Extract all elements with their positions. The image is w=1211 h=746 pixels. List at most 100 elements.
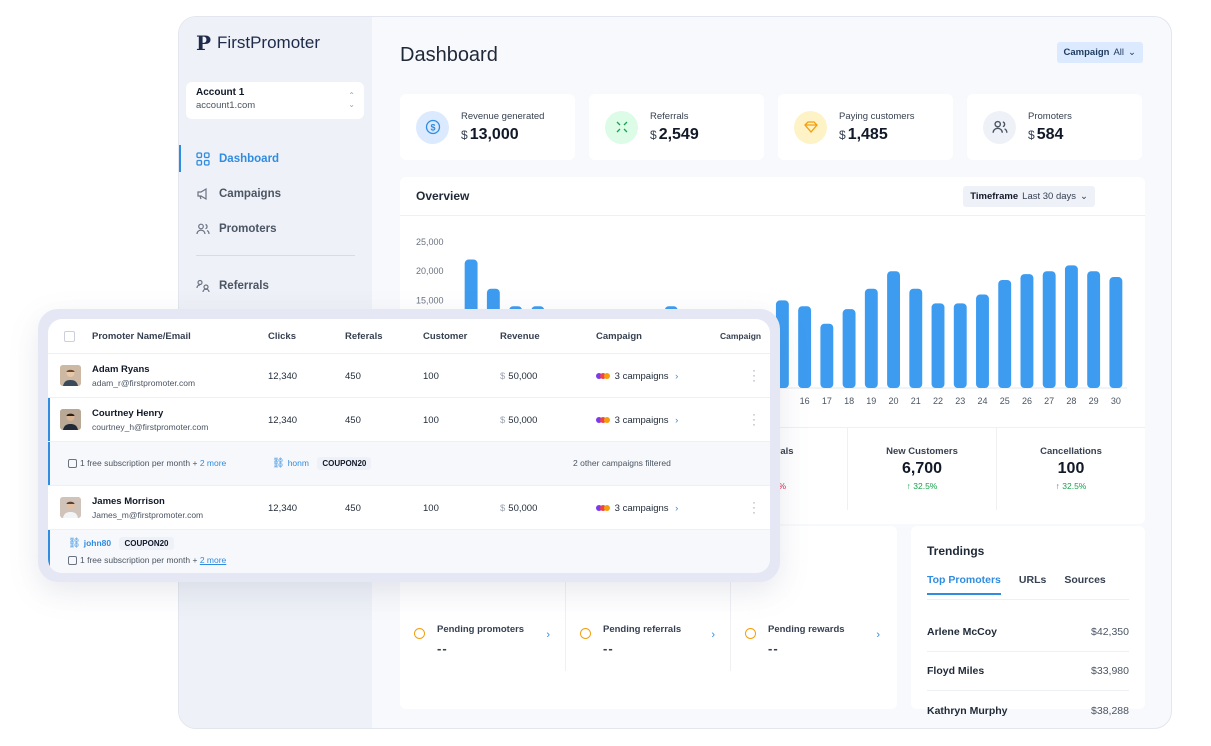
chevron-down-icon: ⌄ [1080, 191, 1088, 202]
campaign-filter-dropdown[interactable]: Campaign All ⌄ [1056, 42, 1143, 63]
tab-urls[interactable]: URLs [1018, 574, 1047, 586]
logo[interactable]: P FirstPromoter [196, 31, 320, 55]
x-tick-label: 25 [1000, 396, 1010, 406]
chart-bar[interactable] [909, 288, 923, 388]
stat-card-promoters: Promoters $584 [967, 94, 1142, 160]
pending-promoters[interactable]: Pending promoters -- › [400, 581, 565, 671]
column-header-campaign[interactable]: Campaign [596, 331, 642, 342]
customer-cell: 100 [423, 415, 439, 426]
column-header-customer[interactable]: Customer [423, 331, 468, 342]
pending-label: Pending referrals [603, 624, 682, 635]
row-accent [48, 442, 50, 485]
chart-bar[interactable] [1109, 277, 1123, 388]
x-tick-label: 20 [889, 396, 899, 406]
trendings-card: Trendings Top Promoters URLs Sources Arl… [911, 526, 1145, 717]
stat-value: $584 [1028, 125, 1064, 143]
campaigns-link[interactable]: 3 campaigns › [596, 503, 678, 514]
column-header-promoter[interactable]: Promoter Name/Email [92, 331, 191, 342]
revenue-cell: $50,000 [500, 415, 538, 426]
chart-bar[interactable] [1087, 271, 1101, 388]
chart-bar[interactable] [998, 279, 1012, 388]
clock-icon [745, 628, 756, 639]
metric-label: Cancellations [1040, 446, 1102, 457]
more-rewards-link[interactable]: 2 more [199, 458, 227, 468]
stat-card-revenue: $ Revenue generated $13,000 [400, 94, 575, 160]
tab-top-promoters[interactable]: Top Promoters [927, 574, 1001, 595]
campaigns-link[interactable]: 3 campaigns › [596, 415, 678, 426]
sidebar-item-promoters[interactable]: Promoters [179, 211, 372, 246]
campaigns-link[interactable]: 3 campaigns › [596, 371, 678, 382]
trending-row[interactable]: Kathryn Murphy $38,288 [927, 691, 1129, 728]
revenue-cell: $50,000 [500, 503, 538, 514]
more-vertical-icon[interactable]: · · · [752, 363, 756, 387]
sidebar-item-dashboard[interactable]: Dashboard [179, 141, 372, 176]
stat-label: Promoters [1028, 110, 1072, 122]
table-row[interactable]: Courtney Henry courtney_h@firstpromoter.… [48, 398, 770, 442]
chart-bar[interactable] [1042, 271, 1056, 388]
chart-bar[interactable] [842, 309, 856, 388]
stat-value: $1,485 [839, 125, 888, 143]
chevron-right-icon: › [546, 629, 550, 641]
arrows-icon [605, 110, 638, 144]
chart-bar[interactable] [1064, 265, 1078, 388]
trending-row[interactable]: Arlene McCoy $42,350 [927, 613, 1129, 652]
column-header-revenue[interactable]: Revenue [500, 331, 540, 342]
trending-row[interactable]: Floyd Miles $33,980 [927, 652, 1129, 691]
referral-id[interactable]: ⛓ john80 COUPON20 [68, 537, 174, 550]
pending-label: Pending promoters [437, 624, 525, 635]
sidebar-item-label: Dashboard [219, 152, 280, 165]
gift-icon [68, 459, 77, 469]
sidebar-item-campaigns[interactable]: Campaigns [179, 176, 372, 211]
chevron-right-icon: › [675, 371, 679, 382]
column-header-clicks[interactable]: Clicks [268, 331, 296, 342]
more-vertical-icon[interactable]: · · · [752, 495, 756, 519]
chevron-right-icon: › [876, 629, 880, 641]
chart-bar[interactable] [864, 288, 878, 388]
pending-referrals[interactable]: Pending referrals -- › [565, 581, 730, 671]
account-switcher[interactable]: Account 1 account1.com ⌃ ⌄ [186, 82, 364, 119]
more-rewards-link[interactable]: 2 more [199, 555, 227, 565]
table-header: Promoter Name/Email Clicks Referals Cust… [48, 319, 770, 354]
select-all-checkbox[interactable] [64, 331, 75, 342]
y-tick-label: 15,000 [416, 295, 444, 305]
column-header-campaign-2[interactable]: Campaign [720, 331, 762, 341]
table-row[interactable]: James Morrison James_m@firstpromoter.com… [48, 486, 770, 530]
x-tick-label: 26 [1022, 396, 1032, 406]
chart-bar[interactable] [1020, 274, 1034, 388]
table-row[interactable]: Adam Ryans adam_r@firstpromoter.com 12,3… [48, 354, 770, 398]
chart-bar[interactable] [798, 306, 812, 388]
referrals-icon [196, 279, 210, 292]
x-tick-label: 29 [1089, 396, 1099, 406]
chart-bar[interactable] [976, 294, 989, 388]
metric-value: 100 [1057, 460, 1085, 477]
x-tick-label: 24 [977, 396, 987, 406]
trending-name: Arlene McCoy [927, 626, 998, 638]
customer-cell: 100 [423, 371, 439, 382]
reward-info: 1 free subscription per month + 2 more [68, 555, 227, 566]
referals-cell: 450 [345, 371, 361, 382]
column-header-referals[interactable]: Referals [345, 331, 383, 342]
chart-bar[interactable] [953, 303, 967, 388]
promoter-name: Adam Ryans [92, 364, 150, 375]
sidebar-item-referrals[interactable]: Referrals [179, 268, 372, 303]
more-vertical-icon[interactable]: · · · [752, 407, 756, 431]
promoter-name: Courtney Henry [92, 408, 164, 419]
chevron-right-icon: › [711, 629, 715, 641]
sidebar: P FirstPromoter Account 1 account1.com ⌃… [179, 17, 372, 728]
referral-id[interactable]: ⛓ honm COUPON20 [272, 457, 372, 470]
timeframe-dropdown[interactable]: Timeframe Last 30 days ⌄ [963, 186, 1095, 207]
chart-bar[interactable] [931, 303, 945, 388]
tab-sources[interactable]: Sources [1064, 574, 1106, 586]
clock-icon [414, 628, 425, 639]
trendings-tabs: Top Promoters URLs Sources [927, 574, 1106, 595]
link-icon: ⛓ [272, 458, 285, 469]
x-tick-label: 27 [1044, 396, 1054, 406]
chart-bar[interactable] [887, 271, 900, 388]
pending-value: -- [768, 641, 779, 656]
stat-card-referrals: Referrals $2,549 [589, 94, 764, 160]
chevron-up-down-icon: ⌃ ⌄ [348, 91, 355, 109]
grid-icon [196, 151, 210, 166]
stat-label: Paying customers [839, 110, 915, 122]
chart-bar[interactable] [820, 323, 834, 388]
pending-rewards[interactable]: Pending rewards -- › [730, 581, 895, 671]
